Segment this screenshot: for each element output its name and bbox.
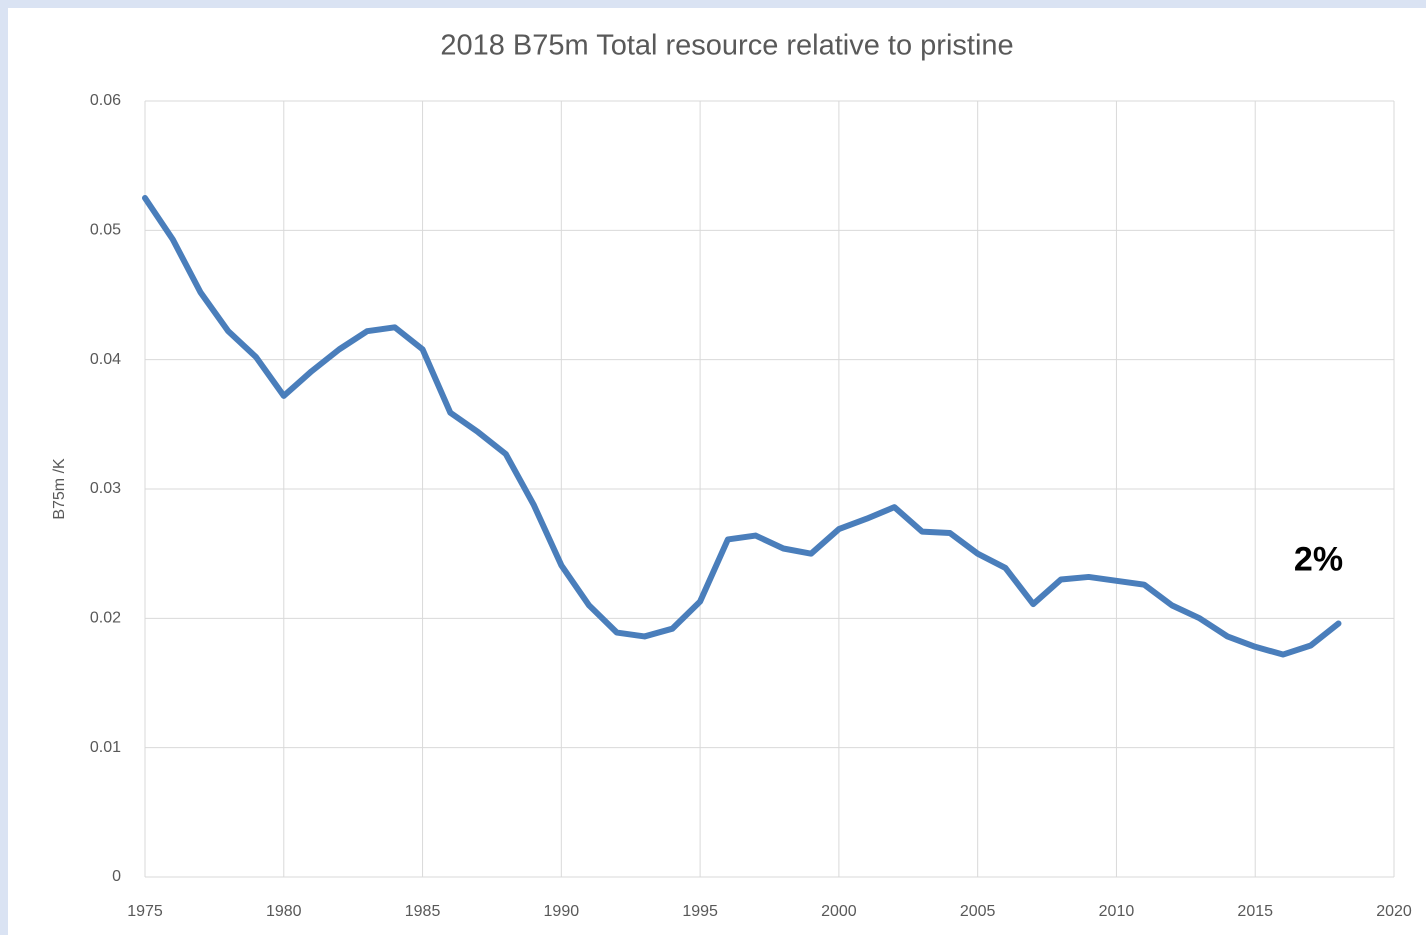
y-tick-label: 0.05 bbox=[90, 222, 121, 239]
data-line bbox=[142, 195, 1342, 658]
y-tick-label: 0.01 bbox=[90, 739, 121, 756]
y-tick-label: 0.04 bbox=[90, 351, 121, 368]
y-tick-label: 0 bbox=[112, 868, 121, 885]
x-tick-label: 1990 bbox=[544, 903, 580, 920]
x-tick-label: 2015 bbox=[1237, 903, 1273, 920]
x-tick-label: 2020 bbox=[1376, 903, 1412, 920]
x-tick-label: 2005 bbox=[960, 903, 996, 920]
chart-title: 2018 B75m Total resource relative to pri… bbox=[440, 30, 1013, 62]
x-tick-label: 2010 bbox=[1099, 903, 1135, 920]
x-tick-label: 1995 bbox=[682, 903, 718, 920]
annotation: 2% bbox=[1294, 540, 1343, 578]
y-tick-label: 0.06 bbox=[90, 92, 121, 109]
x-tick-label: 2000 bbox=[821, 903, 857, 920]
x-tick-label: 1985 bbox=[405, 903, 441, 920]
y-tick-label: 0.03 bbox=[90, 480, 121, 497]
x-tick-label: 1975 bbox=[127, 903, 163, 920]
y-axis-label: B75m /K bbox=[51, 458, 68, 520]
y-tick-label: 0.02 bbox=[90, 610, 121, 627]
x-tick-label: 1980 bbox=[266, 903, 302, 920]
chart-background bbox=[8, 8, 1426, 935]
